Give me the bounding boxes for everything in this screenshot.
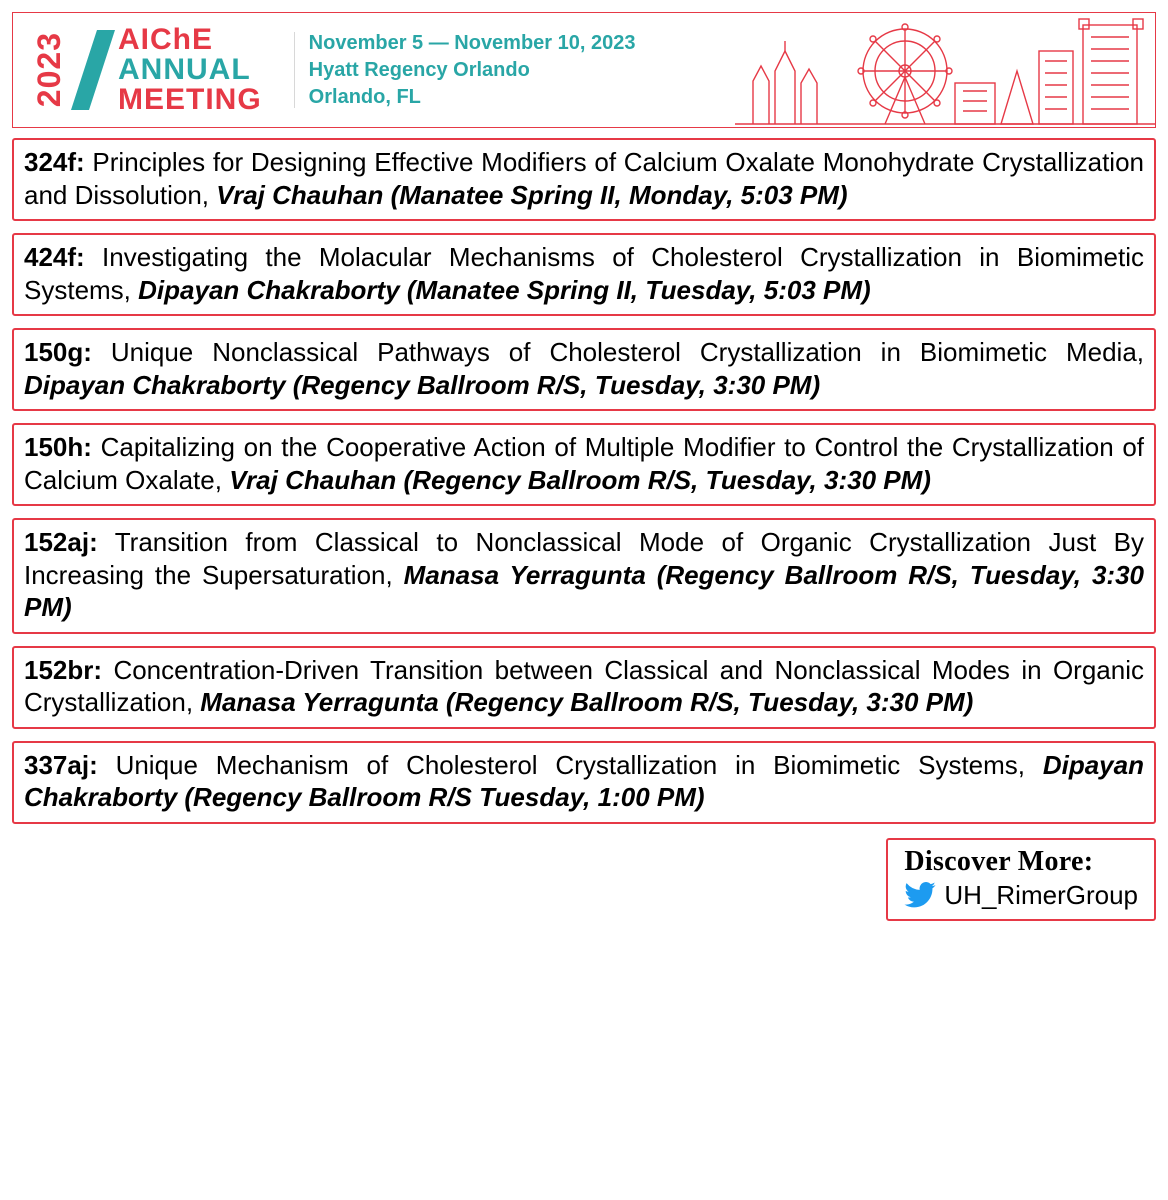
banner-dates: November 5 — November 10, 2023 xyxy=(309,30,636,57)
session-title: Unique Mechanism of Cholesterol Crystall… xyxy=(98,750,1043,780)
session-code: 324f: xyxy=(24,147,85,177)
banner-slash-divider xyxy=(71,30,115,110)
session-item: 324f: Principles for Designing Effective… xyxy=(12,138,1156,221)
session-presenter: Manasa Yerragunta (Regency Ballroom R/S,… xyxy=(200,687,973,717)
brand-line-1: AIChE xyxy=(118,25,262,55)
skyline-illustration xyxy=(735,12,1155,127)
session-presenter: Dipayan Chakraborty (Regency Ballroom R/… xyxy=(24,370,820,400)
session-item: 152br: Concentration-Driven Transition b… xyxy=(12,646,1156,729)
discover-label: Discover More: xyxy=(904,846,1138,878)
banner-year: 2023 xyxy=(31,32,68,107)
event-banner: 2023 AIChE ANNUAL MEETING November 5 — N… xyxy=(12,12,1156,128)
session-item: 337aj: Unique Mechanism of Cholesterol C… xyxy=(12,741,1156,824)
session-item: 150h: Capitalizing on the Cooperative Ac… xyxy=(12,423,1156,506)
banner-venue: Hyatt Regency Orlando xyxy=(309,57,636,84)
session-code: 424f: xyxy=(24,242,85,272)
session-code: 150h: xyxy=(24,432,92,462)
banner-brand-text: AIChE ANNUAL MEETING xyxy=(118,25,262,115)
session-code: 152aj: xyxy=(24,527,98,557)
session-item: 150g: Unique Nonclassical Pathways of Ch… xyxy=(12,328,1156,411)
session-code: 152br: xyxy=(24,655,102,685)
session-item: 152aj: Transition from Classical to Nonc… xyxy=(12,518,1156,634)
discover-more-box: Discover More: UH_RimerGroup xyxy=(886,838,1156,921)
banner-city: Orlando, FL xyxy=(309,84,636,111)
brand-line-2: ANNUAL xyxy=(118,55,262,85)
session-title: Unique Nonclassical Pathways of Choleste… xyxy=(92,337,1144,367)
session-list: 324f: Principles for Designing Effective… xyxy=(12,138,1156,824)
brand-line-3: MEETING xyxy=(118,85,262,115)
session-item: 424f: Investigating the Molacular Mechan… xyxy=(12,233,1156,316)
session-presenter: Vraj Chauhan (Regency Ballroom R/S, Tues… xyxy=(229,465,931,495)
twitter-icon xyxy=(904,882,936,908)
session-code: 150g: xyxy=(24,337,92,367)
banner-vertical-divider xyxy=(294,32,295,108)
banner-meta: November 5 — November 10, 2023 Hyatt Reg… xyxy=(309,30,636,111)
session-presenter: Vraj Chauhan (Manatee Spring II, Monday,… xyxy=(216,180,847,210)
session-presenter: Dipayan Chakraborty (Manatee Spring II, … xyxy=(138,275,871,305)
banner-brand-block: 2023 AIChE ANNUAL MEETING xyxy=(13,15,280,125)
twitter-handle: UH_RimerGroup xyxy=(944,880,1138,911)
session-code: 337aj: xyxy=(24,750,98,780)
